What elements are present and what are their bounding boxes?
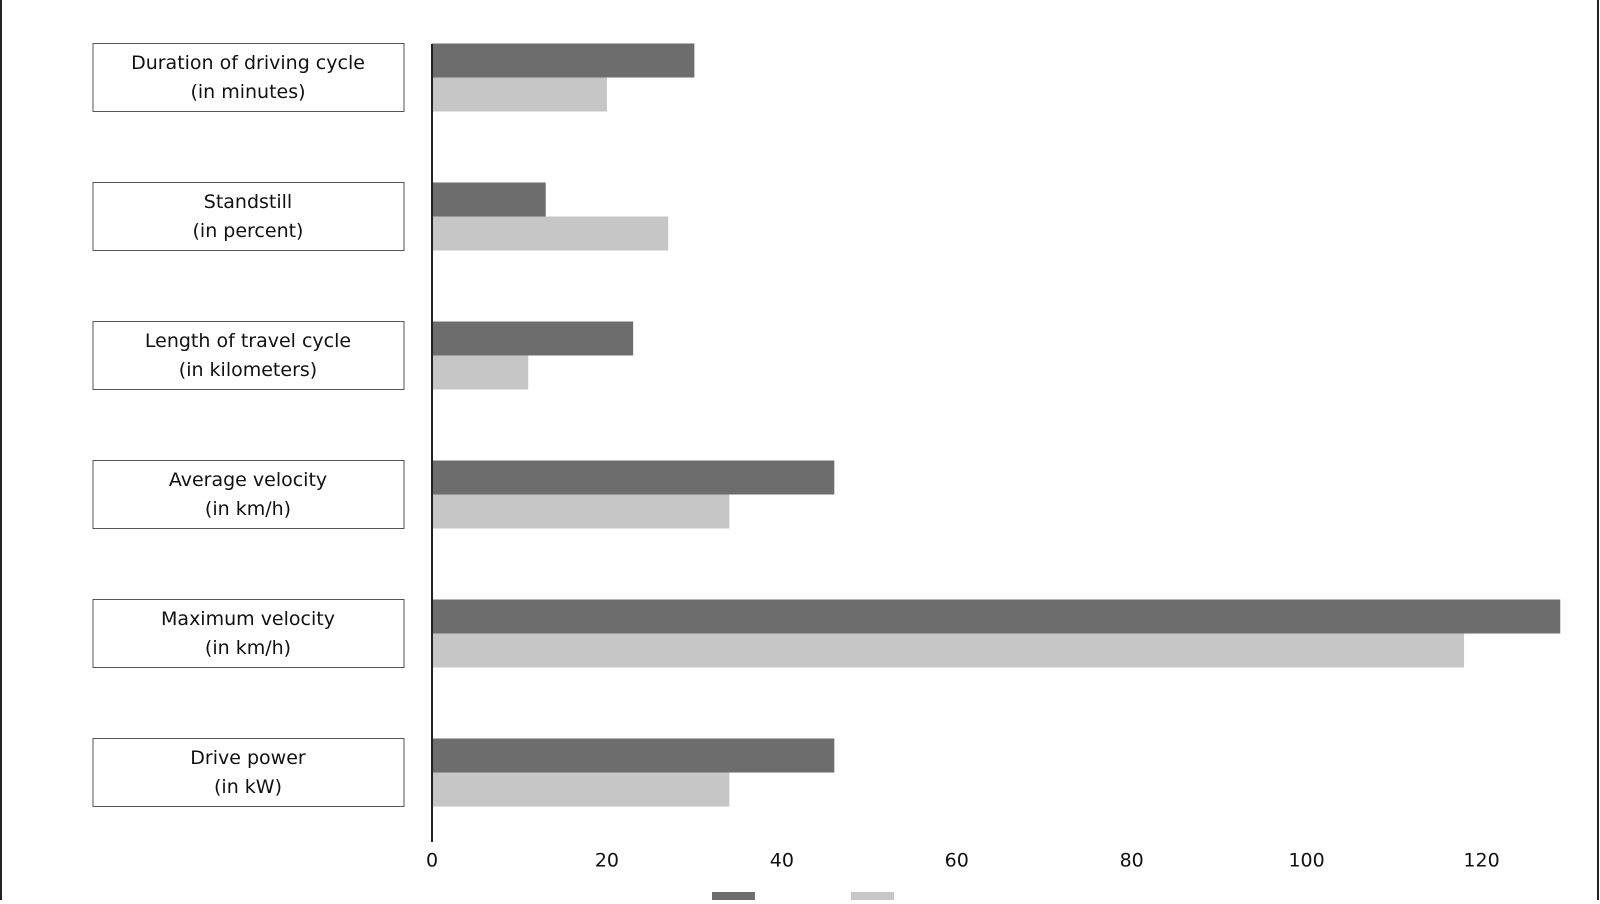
bar	[432, 460, 835, 495]
category-label: Average velocity	[169, 469, 327, 491]
x-tick-label: 60	[945, 850, 969, 872]
x-tick-label: 20	[595, 850, 619, 872]
category-label: (in km/h)	[205, 498, 291, 520]
bar	[432, 599, 1561, 634]
category-label: Maximum velocity	[161, 608, 335, 630]
category-label: (in kW)	[214, 776, 282, 798]
x-tick-label: 40	[770, 850, 794, 872]
bar	[432, 772, 730, 807]
bar	[432, 77, 607, 112]
legend-swatch	[851, 892, 894, 900]
bar	[432, 633, 1465, 668]
bar	[432, 738, 835, 773]
x-tick-label: 80	[1120, 850, 1144, 872]
category-box	[92, 599, 405, 668]
category-label: Drive power	[190, 747, 306, 769]
category-box	[92, 738, 405, 807]
category-label: (in percent)	[193, 220, 304, 242]
bar	[432, 321, 634, 356]
category-label: Length of travel cycle	[145, 330, 351, 352]
bar	[432, 182, 546, 217]
x-tick-label: 120	[1463, 850, 1499, 872]
bar	[432, 216, 669, 251]
category-box	[92, 321, 405, 390]
category-box	[92, 460, 405, 529]
category-label: Standstill	[204, 191, 292, 213]
legend-swatch	[712, 892, 755, 900]
category-label: (in km/h)	[205, 637, 291, 659]
bar	[432, 494, 730, 529]
category-label: (in minutes)	[190, 81, 305, 103]
category-box	[92, 182, 405, 251]
category-label: (in kilometers)	[179, 359, 317, 381]
category-box	[92, 43, 405, 112]
bar	[432, 355, 529, 390]
x-tick-label: 0	[426, 850, 438, 872]
bar	[432, 43, 695, 78]
x-tick-label: 100	[1288, 850, 1324, 872]
category-label: Duration of driving cycle	[131, 52, 365, 74]
